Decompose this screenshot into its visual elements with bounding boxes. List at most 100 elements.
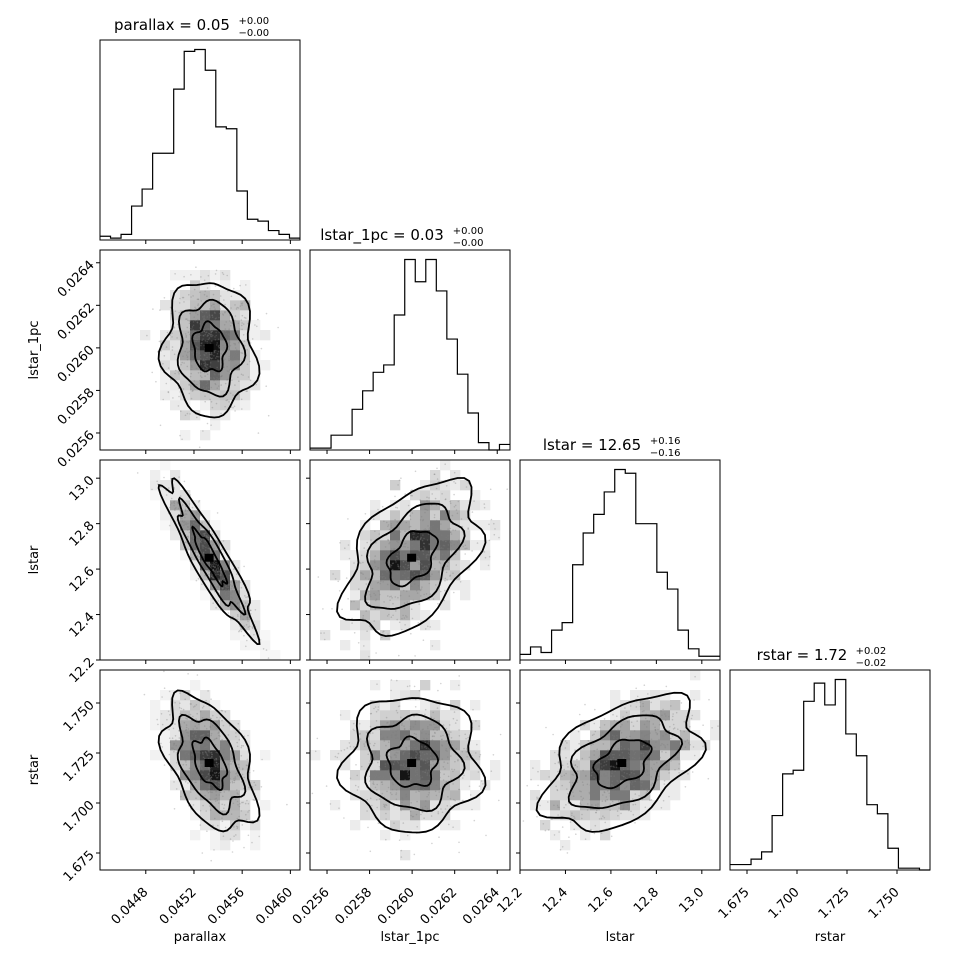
sample-point (383, 805, 385, 808)
sample-point (691, 771, 694, 773)
sample-point (362, 617, 364, 619)
density-cell (190, 270, 201, 281)
sample-point (227, 590, 230, 592)
sample-point (213, 306, 215, 308)
sample-point (236, 618, 239, 621)
sample-point (626, 785, 628, 787)
sample-point (176, 762, 178, 764)
sample-point (408, 718, 411, 721)
sample-point (499, 733, 502, 736)
density-cell (620, 790, 631, 801)
sample-point (211, 756, 213, 758)
sample-point (212, 563, 214, 566)
sample-point (210, 565, 213, 567)
sample-point (204, 400, 206, 403)
sample-point (403, 558, 406, 561)
sample-point (409, 525, 412, 528)
sample-point (443, 773, 445, 775)
sample-point (199, 710, 202, 713)
sample-point (340, 749, 343, 752)
sample-point (228, 790, 230, 792)
sample-point (418, 549, 421, 552)
sample-point (209, 757, 212, 759)
sample-point (194, 725, 196, 727)
density-cell (470, 540, 481, 551)
sample-point (434, 790, 437, 793)
density-cell (440, 510, 451, 521)
density-cell (370, 790, 381, 801)
sample-point (462, 777, 464, 779)
sample-point (184, 729, 187, 732)
sample-point (189, 333, 191, 336)
density-cell (420, 510, 431, 521)
density-cell (200, 740, 211, 751)
sample-point (210, 424, 212, 427)
sample-point (420, 588, 423, 590)
sample-point (214, 550, 216, 552)
density-cell (400, 800, 411, 811)
sample-point (232, 335, 235, 338)
sample-point (194, 779, 197, 781)
density-cell (400, 550, 411, 561)
sample-point (360, 554, 363, 557)
sample-point (236, 573, 238, 575)
sample-point (506, 488, 509, 491)
density-cell (370, 570, 381, 581)
sample-point (210, 401, 213, 403)
sample-point (210, 732, 213, 735)
sample-point (632, 725, 635, 727)
sample-point (215, 569, 217, 572)
sample-point (235, 772, 237, 775)
sample-point (424, 511, 426, 514)
sample-point (171, 332, 173, 335)
sample-point (207, 757, 210, 760)
sample-point (188, 383, 190, 386)
sample-point (215, 771, 218, 774)
sample-point (177, 405, 180, 407)
sample-point (248, 771, 251, 774)
density-cell (370, 620, 381, 631)
sample-point (420, 547, 422, 550)
sample-point (195, 771, 197, 773)
density-cell (250, 330, 261, 341)
sample-point (425, 782, 428, 785)
sample-point (572, 774, 575, 776)
sample-point (402, 566, 405, 568)
sample-point (201, 331, 203, 334)
sample-point (214, 798, 216, 800)
sample-point (387, 786, 390, 789)
sample-point (197, 501, 200, 503)
sample-point (382, 552, 385, 555)
sample-point (394, 734, 396, 736)
sample-point (364, 577, 367, 579)
sample-point (201, 376, 203, 379)
sample-point (255, 383, 257, 386)
sample-point (368, 655, 370, 658)
sample-point (358, 733, 361, 735)
sample-point (426, 753, 429, 755)
density-cell (380, 590, 391, 601)
density-cell (240, 340, 251, 351)
sample-point (232, 394, 234, 396)
sample-point (557, 806, 559, 808)
sample-point (423, 746, 426, 748)
density-cell (370, 800, 381, 811)
sample-point (463, 747, 465, 750)
sample-point (195, 367, 198, 370)
density-cell (450, 480, 461, 491)
sample-point (398, 571, 401, 573)
sample-point (680, 702, 683, 704)
sample-point (210, 776, 213, 778)
sample-point (165, 346, 168, 348)
sample-point (434, 731, 436, 734)
contour-level-2 (176, 496, 247, 616)
density-cell (430, 590, 441, 601)
density-cell (190, 680, 201, 691)
sample-point (191, 517, 193, 520)
sample-point (211, 753, 213, 756)
sample-point (194, 524, 196, 526)
sample-point (627, 768, 629, 770)
sample-point (245, 764, 248, 766)
sample-point (672, 744, 675, 746)
panel-title-rstar: rstar = 1.72 +0.02−0.02 (757, 646, 887, 669)
